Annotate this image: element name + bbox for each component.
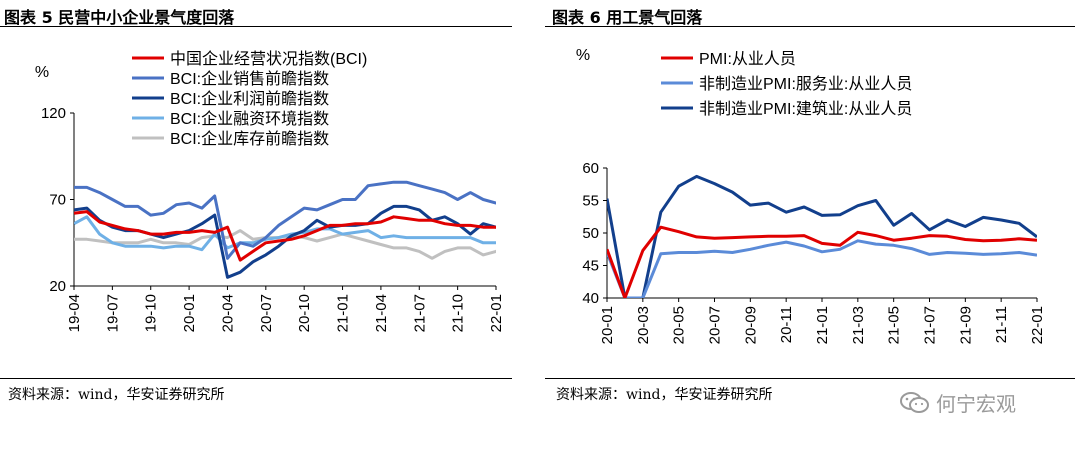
- right-x-tick-label: 21-05: [886, 306, 903, 344]
- right-x-tick-label: 20-03: [635, 306, 652, 344]
- right-source: 资料来源：wind，华安证券研究所: [556, 387, 773, 403]
- right-x-tick-label: 21-09: [957, 306, 974, 344]
- left-title-rule: [0, 26, 512, 27]
- right-y-axis-label: %: [576, 47, 590, 64]
- left-y-axis-label: %: [35, 64, 49, 81]
- left-legend-label-0: 中国企业经营状况指数(BCI): [170, 50, 367, 68]
- watermark: 何宁宏观: [900, 388, 1016, 417]
- right-y-tick-label: 50: [582, 225, 599, 242]
- right-y-tick-label: 55: [582, 193, 599, 210]
- right-x-tick-label: 20-11: [778, 306, 795, 343]
- right-title-rule: [545, 26, 1075, 27]
- right-y-tick-label: 45: [582, 258, 599, 275]
- left-legend-label-1: BCI:企业销售前瞻指数: [170, 70, 329, 88]
- right-legend-label-2: 非制造业PMI:建筑业:从业人员: [699, 100, 912, 118]
- left-x-tick-label: 20-01: [181, 294, 198, 332]
- right-y-tick-label: 40: [582, 290, 599, 307]
- right-x-tick-label: 21-11: [993, 306, 1010, 343]
- left-x-tick-label: 21-04: [373, 294, 390, 332]
- left-chart: % 20 70 120 19-04 19-07 19-10 20-01 20-04 20-07 20…: [35, 50, 505, 332]
- right-chart-title: 图表 6 用工景气回落: [552, 8, 703, 27]
- left-x-tick-label: 20-04: [219, 294, 236, 332]
- left-legend-label-2: BCI:企业利润前瞻指数: [170, 90, 329, 108]
- right-x-tick-label: 20-01: [599, 306, 616, 344]
- left-y-tick-label: 70: [49, 192, 66, 209]
- right-x-tick-label: 21-01: [814, 306, 831, 344]
- left-x-tick-label: 21-01: [335, 294, 352, 332]
- left-x-tick-label: 19-04: [66, 294, 83, 332]
- left-legend-label-4: BCI:企业库存前瞻指数: [170, 130, 329, 148]
- right-legend-label-1: 非制造业PMI:服务业:从业人员: [699, 75, 912, 93]
- right-series-line-1: [607, 239, 1037, 298]
- right-series-line-0: [607, 225, 1037, 298]
- left-x-tick-label: 20-07: [258, 294, 275, 332]
- left-y-tick-label: 120: [41, 105, 66, 122]
- left-x-tick-label: 21-10: [450, 294, 467, 332]
- watermark-text: 何宁宏观: [936, 392, 1016, 416]
- right-series-line-2: [607, 174, 1037, 298]
- right-source-rule: [545, 378, 1075, 379]
- right-x-tick-label: 22-01: [1029, 306, 1046, 344]
- left-x-tick-label: 19-10: [143, 294, 160, 332]
- left-chart-title: 图表 5 民营中小企业景气度回落: [4, 8, 235, 27]
- left-source: 资料来源：wind，华安证券研究所: [8, 387, 225, 403]
- left-source-rule: [0, 378, 512, 379]
- right-x-tick-label: 20-07: [707, 306, 724, 344]
- left-y-tick-label: 20: [49, 278, 66, 295]
- right-x-tick-label: 20-05: [671, 306, 688, 344]
- right-x-tick-label: 21-07: [922, 306, 939, 344]
- right-y-tick-label: 60: [582, 160, 599, 177]
- left-legend-label-3: BCI:企业融资环境指数: [170, 109, 329, 128]
- left-series-line-1: [74, 180, 496, 260]
- left-x-tick-label: 22-01: [488, 294, 505, 332]
- right-chart: % 40 45 50 55 60 20-01 20-03 20-05 20-07 20-09 20-1…: [576, 47, 1046, 344]
- left-x-tick-label: 20-10: [296, 294, 313, 332]
- right-x-tick-label: 20-09: [742, 306, 759, 344]
- left-x-tick-label: 19-07: [104, 294, 121, 332]
- wechat-icon: [900, 391, 929, 413]
- right-legend-label-0: PMI:从业人员: [699, 50, 796, 68]
- right-x-tick-label: 21-03: [850, 306, 867, 344]
- left-series-line-0: [74, 210, 496, 262]
- left-x-tick-label: 21-07: [411, 294, 428, 332]
